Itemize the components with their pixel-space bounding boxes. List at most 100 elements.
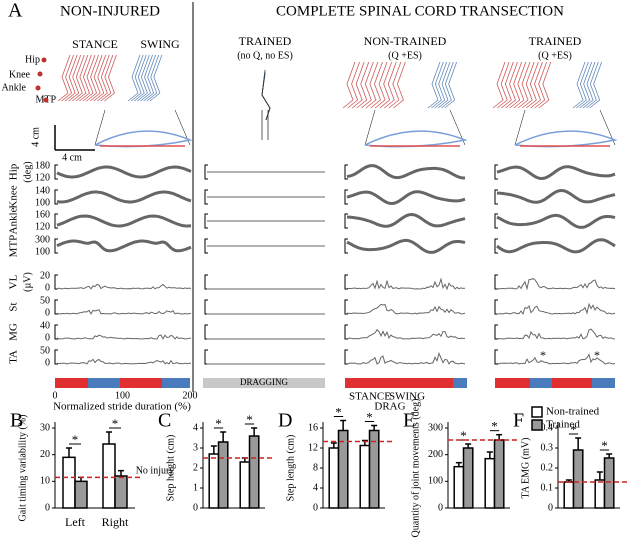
legend-label: STANCE xyxy=(349,391,391,403)
x-tick-label: Right xyxy=(102,515,129,529)
stick-frame xyxy=(517,61,531,109)
row-label: Ankle xyxy=(8,207,20,234)
bar xyxy=(462,447,474,509)
row-label: Knee xyxy=(8,185,20,208)
legend-label: Trained xyxy=(546,419,580,431)
trace xyxy=(56,283,192,290)
scale-bracket xyxy=(204,213,208,229)
stick-frame xyxy=(572,61,586,109)
zoom-line xyxy=(364,109,376,146)
trace xyxy=(347,303,466,315)
stick-frame xyxy=(530,61,543,109)
bar xyxy=(62,456,76,509)
trace xyxy=(496,353,616,365)
stick-frame xyxy=(427,61,441,109)
bar xyxy=(217,441,229,509)
scale-bracket xyxy=(494,324,498,340)
zoom-line xyxy=(514,109,526,146)
trace xyxy=(496,302,616,316)
annotation: * xyxy=(246,412,253,427)
stick-frame xyxy=(582,61,596,109)
panel-letter: A xyxy=(8,0,23,22)
trace xyxy=(56,358,192,365)
column-title: NON-TRAINED xyxy=(364,34,447,48)
y-tick-label: 0.3 xyxy=(541,442,554,453)
scale-bracket xyxy=(204,164,208,180)
column-subtitle: (no Q, no ES) xyxy=(237,50,293,61)
joint-label: Hip xyxy=(25,54,40,65)
annotation: * xyxy=(540,348,546,362)
y-tick-label: 16 xyxy=(308,422,318,433)
row-tick-label: 120 xyxy=(35,221,50,232)
stick-frame xyxy=(79,54,92,102)
zoom-line xyxy=(94,109,106,146)
stick-frame xyxy=(370,61,383,109)
row-unit: (deg) xyxy=(22,161,33,182)
trace xyxy=(496,213,616,229)
scale-bracket xyxy=(494,213,498,229)
scale-bracket xyxy=(344,189,348,205)
panel-letter: F xyxy=(513,410,524,432)
trace xyxy=(346,164,466,180)
scale-bracket xyxy=(204,189,208,205)
stick-frame xyxy=(89,54,103,102)
bar xyxy=(572,449,584,509)
row-tick-label: 120 xyxy=(35,172,50,183)
joint-label: Ankle xyxy=(2,82,27,93)
row-tick-label: 140 xyxy=(35,185,50,196)
stick-frame xyxy=(61,54,74,102)
stick-frame xyxy=(72,54,85,102)
column-subtitle: (Q +ES) xyxy=(538,50,572,61)
y-tick-label: 0 xyxy=(313,502,318,513)
scale-bracket xyxy=(204,299,208,315)
stick-frame xyxy=(86,54,99,102)
trajectory xyxy=(364,130,468,148)
scale-bracket xyxy=(494,299,498,315)
phase-bar xyxy=(495,378,530,388)
phase-label: STANCE xyxy=(72,37,118,51)
stick-frame xyxy=(146,54,160,102)
y-axis-title: Quantity of joint movements (deg) xyxy=(410,399,421,538)
joint-marker xyxy=(43,97,49,103)
scale-bracket xyxy=(344,213,348,229)
trace xyxy=(346,277,466,291)
stick-frame xyxy=(261,73,271,121)
scale-bracket xyxy=(494,189,498,205)
stick-frame xyxy=(365,61,379,109)
y-axis-title: Gait timing variability (%) xyxy=(17,415,28,522)
stick-frame xyxy=(579,61,593,109)
legend-swatch xyxy=(531,406,543,418)
trace xyxy=(496,165,616,181)
joint-marker xyxy=(41,57,47,63)
phase-bar xyxy=(453,378,467,388)
scale-bracket xyxy=(344,164,348,180)
panel-letter: C xyxy=(158,410,171,432)
scale-bracket xyxy=(344,299,348,315)
stick-frame xyxy=(586,61,599,109)
stick-frame xyxy=(437,61,451,109)
phase-bar xyxy=(55,378,88,388)
panel-letter: D xyxy=(278,410,292,432)
bar xyxy=(359,444,371,509)
stick-frame xyxy=(501,61,514,109)
scale-bracket xyxy=(54,164,58,180)
scale-bracket xyxy=(54,189,58,205)
legend-label: SWING xyxy=(389,391,425,403)
bar xyxy=(368,429,380,509)
row-tick-label: 40 xyxy=(40,320,50,331)
stick-frame xyxy=(361,61,374,109)
scale-bracket xyxy=(494,164,498,180)
bar xyxy=(563,481,575,509)
bar xyxy=(337,429,349,509)
column-title: TRAINED xyxy=(239,34,292,48)
stick-frame xyxy=(521,61,535,109)
stick-frame xyxy=(393,61,406,109)
trace xyxy=(346,238,466,254)
x-tick-label: 100 xyxy=(115,390,130,401)
column-title: TRAINED xyxy=(529,34,582,48)
joint-marker xyxy=(37,71,43,77)
stick-frame xyxy=(379,61,393,109)
stick-frame xyxy=(509,61,523,109)
annotation: * xyxy=(72,432,79,447)
